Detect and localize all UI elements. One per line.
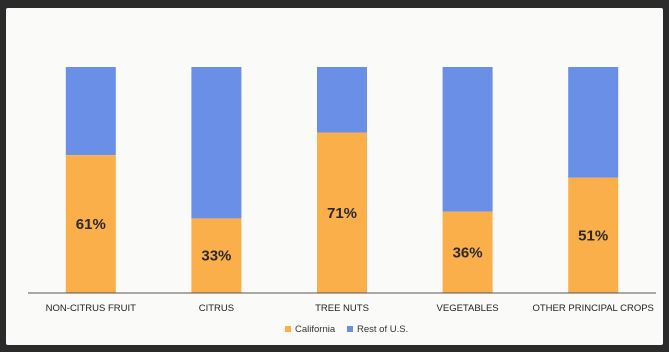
bar-rest-of-us-vegetables (442, 67, 493, 212)
bar-rest-of-us-other-principal-crops (568, 67, 619, 178)
bar-california-tree-nuts (317, 132, 367, 293)
data-label-california-tree-nuts: 71% (327, 205, 357, 222)
bar-california-non-citrus-fruit (65, 155, 116, 293)
bar-california-citrus (191, 218, 242, 293)
data-label-california-other-principal-crops: 51% (578, 227, 608, 244)
bar-california-vegetables (442, 211, 493, 293)
data-label-california-non-citrus-fruit: 61% (76, 216, 106, 233)
legend: California Rest of U.S. (285, 324, 408, 335)
legend-label-rest-of-us: Rest of U.S. (357, 324, 408, 335)
legend-swatch-california (285, 326, 291, 332)
x-tick-label-non-citrus-fruit: NON-CITRUS FRUIT (46, 303, 136, 314)
chart-frame: 61% 33% 71% 36% 51% NON-CITRUS FRUIT CITRUS TR… (6, 8, 663, 345)
bar-rest-of-us-non-citrus-fruit (65, 67, 116, 156)
x-tick-label-tree-nuts: TREE NUTS (315, 303, 369, 314)
bar-rest-of-us-citrus (191, 67, 242, 219)
x-tick-label-other-principal-crops: OTHER PRINCIPAL CROPS (532, 303, 653, 314)
legend-label-california: California (295, 324, 336, 335)
bars-group (65, 67, 619, 293)
x-tick-label-citrus: CITRUS (199, 303, 234, 314)
x-tick-labels-group: NON-CITRUS FRUIT CITRUS TREE NUTS VEGETABLE… (46, 303, 654, 314)
x-tick-label-vegetables: VEGETABLES (437, 303, 499, 314)
data-label-california-vegetables: 36% (453, 244, 483, 261)
data-labels-group: 61% 33% 71% 36% 51% (76, 205, 608, 265)
stacked-bar-chart: 61% 33% 71% 36% 51% NON-CITRUS FRUIT CITRUS TR… (28, 67, 656, 335)
data-label-california-citrus: 33% (201, 248, 231, 265)
bar-california-other-principal-crops (568, 177, 619, 293)
legend-swatch-rest-of-us (347, 326, 353, 332)
bar-rest-of-us-tree-nuts (317, 67, 367, 133)
